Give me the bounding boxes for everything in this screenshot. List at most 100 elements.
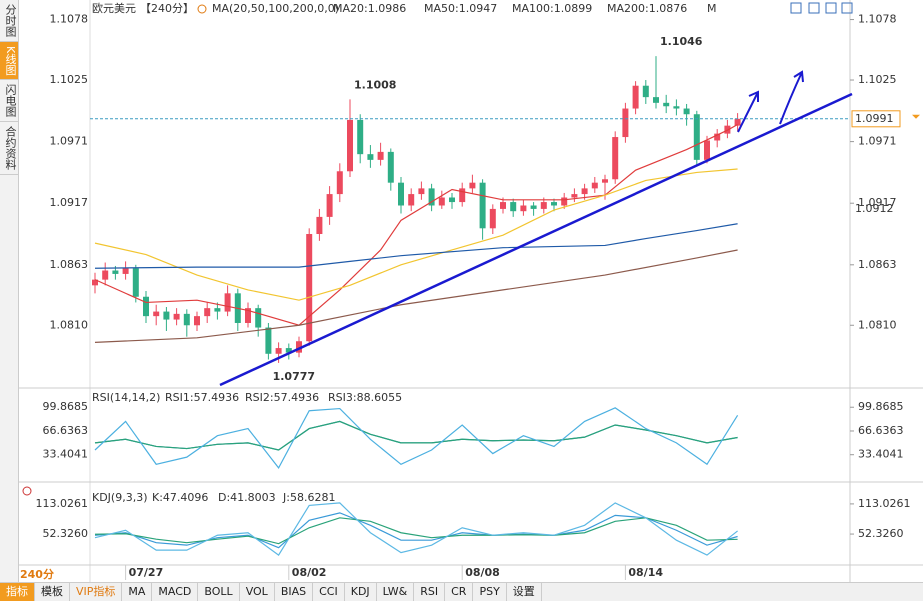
y-tick-label: 1.0810 [50, 318, 89, 331]
title: 欧元美元 [92, 2, 136, 15]
candle-body [653, 97, 659, 103]
icon[interactable] [825, 2, 837, 14]
y-tick-label: 99.8685 [858, 400, 904, 413]
candle-body [561, 197, 568, 206]
candle-body [438, 197, 445, 206]
candle-body [591, 182, 598, 189]
extreme-label: 1.1008 [354, 78, 396, 91]
y-tick-label: 1.1025 [50, 73, 89, 86]
candle-body [581, 188, 588, 195]
candle-body [489, 208, 496, 229]
extreme-label: 1.0777 [273, 370, 315, 383]
icon[interactable] [841, 2, 853, 14]
candle-body [551, 202, 557, 206]
toolbar-button[interactable]: CR [445, 583, 474, 601]
arrow [779, 70, 804, 125]
y-tick-label: 33.4041 [43, 448, 89, 461]
candle-body [540, 202, 547, 209]
candle-body [734, 118, 741, 126]
candle-body [632, 85, 639, 109]
x-tick-label: 08/14 [628, 566, 663, 579]
toolbar: 指标 模板 VIP指标 MA MACD BOLL VOL BIAS CCI KDJ LW& RSI CR… [0, 582, 923, 601]
period-button[interactable]: 240分 [20, 568, 54, 581]
candle-body [326, 194, 333, 217]
toolbar-button[interactable]: CCI [313, 583, 345, 601]
toolbar-button[interactable]: RSI [414, 583, 446, 601]
candle-body [612, 137, 619, 180]
candle-body [153, 311, 160, 317]
x-tick-label: 08/02 [292, 566, 327, 579]
candle-body [275, 348, 282, 354]
candle-body [693, 114, 700, 160]
candle-body [357, 119, 364, 155]
candle-body [520, 205, 527, 212]
toolbar-button[interactable]: 设置 [507, 583, 542, 601]
candle-body [122, 268, 129, 274]
toolbar-button[interactable]: MA [122, 583, 153, 601]
candle-body [571, 194, 578, 198]
legend-entry: RSI2:57.4936 [245, 391, 319, 404]
y-tick-label: 66.6363 [858, 424, 904, 437]
candle-body [367, 154, 374, 160]
series-line [94, 123, 738, 326]
candle-body [408, 194, 415, 206]
candle-body [704, 140, 710, 160]
y-tick-label: 1.0917 [50, 196, 89, 209]
toolbar-icons[interactable] [790, 2, 853, 14]
candle-body [194, 316, 200, 326]
toolbar-button[interactable]: MACD [152, 583, 199, 601]
panel-title: KDJ(9,3,3) [92, 491, 148, 504]
series-line [94, 223, 738, 269]
price-tag-marker [912, 114, 920, 119]
toolbar-button[interactable]: VOL [240, 583, 275, 601]
indicator: MA(20,50,100,200,0,0) [212, 2, 339, 15]
side-tab[interactable]: 分时图 [0, 0, 18, 42]
candle-body [663, 102, 670, 107]
icon[interactable] [790, 2, 802, 14]
y-tick-label: 1.1078 [858, 13, 897, 26]
candle-body [102, 270, 109, 280]
x-tick-label: 08/08 [465, 566, 500, 579]
y-tick-label: 1.0971 [50, 135, 89, 148]
side-tab[interactable]: 合约资料 [0, 122, 18, 176]
candle-body [387, 151, 394, 183]
legend-entry: MA200:1.0876 [607, 2, 687, 15]
toolbar-button[interactable]: BIAS [275, 583, 314, 601]
indicator-extra: M [707, 2, 717, 15]
settings-icon[interactable] [22, 486, 32, 496]
toolbar-button[interactable]: BOLL [198, 583, 240, 601]
series-line [94, 517, 738, 545]
candle-body [163, 311, 170, 320]
candle-body [398, 182, 404, 206]
y-tick-label: 1.1025 [858, 73, 897, 86]
candle-body [469, 182, 476, 189]
annotations [219, 70, 853, 387]
candle-body [377, 151, 384, 160]
extreme-label: 1.1046 [660, 35, 703, 48]
toolbar-button[interactable]: PSY [473, 583, 507, 601]
icon[interactable] [808, 2, 820, 14]
candle-body [479, 182, 486, 229]
toolbar-button[interactable]: LW& [377, 583, 415, 601]
candle-body [296, 341, 302, 353]
toolbar-button[interactable]: VIP指标 [70, 583, 123, 601]
candle-body [112, 270, 119, 274]
candle-body [316, 216, 323, 235]
toolbar-button[interactable]: KDJ [345, 583, 377, 601]
candle-body [255, 308, 262, 328]
series-line [94, 249, 738, 343]
y-tick-label: 113.0261 [858, 497, 911, 510]
candle-body [449, 197, 455, 203]
series-line [94, 168, 738, 301]
toolbar-button[interactable]: 指标 [0, 583, 35, 601]
side-tab[interactable]: 闪电图 [0, 80, 18, 123]
candle-body [183, 313, 190, 326]
candle-body [204, 308, 211, 317]
trend-line [219, 92, 853, 387]
candle-body [306, 234, 313, 342]
price-tag: 1.0912 [855, 202, 894, 215]
toolbar-button[interactable]: 模板 [35, 583, 70, 601]
side-tab[interactable]: K线图 [0, 42, 18, 81]
indicator-icon[interactable] [197, 4, 207, 14]
candle-body [418, 188, 425, 195]
